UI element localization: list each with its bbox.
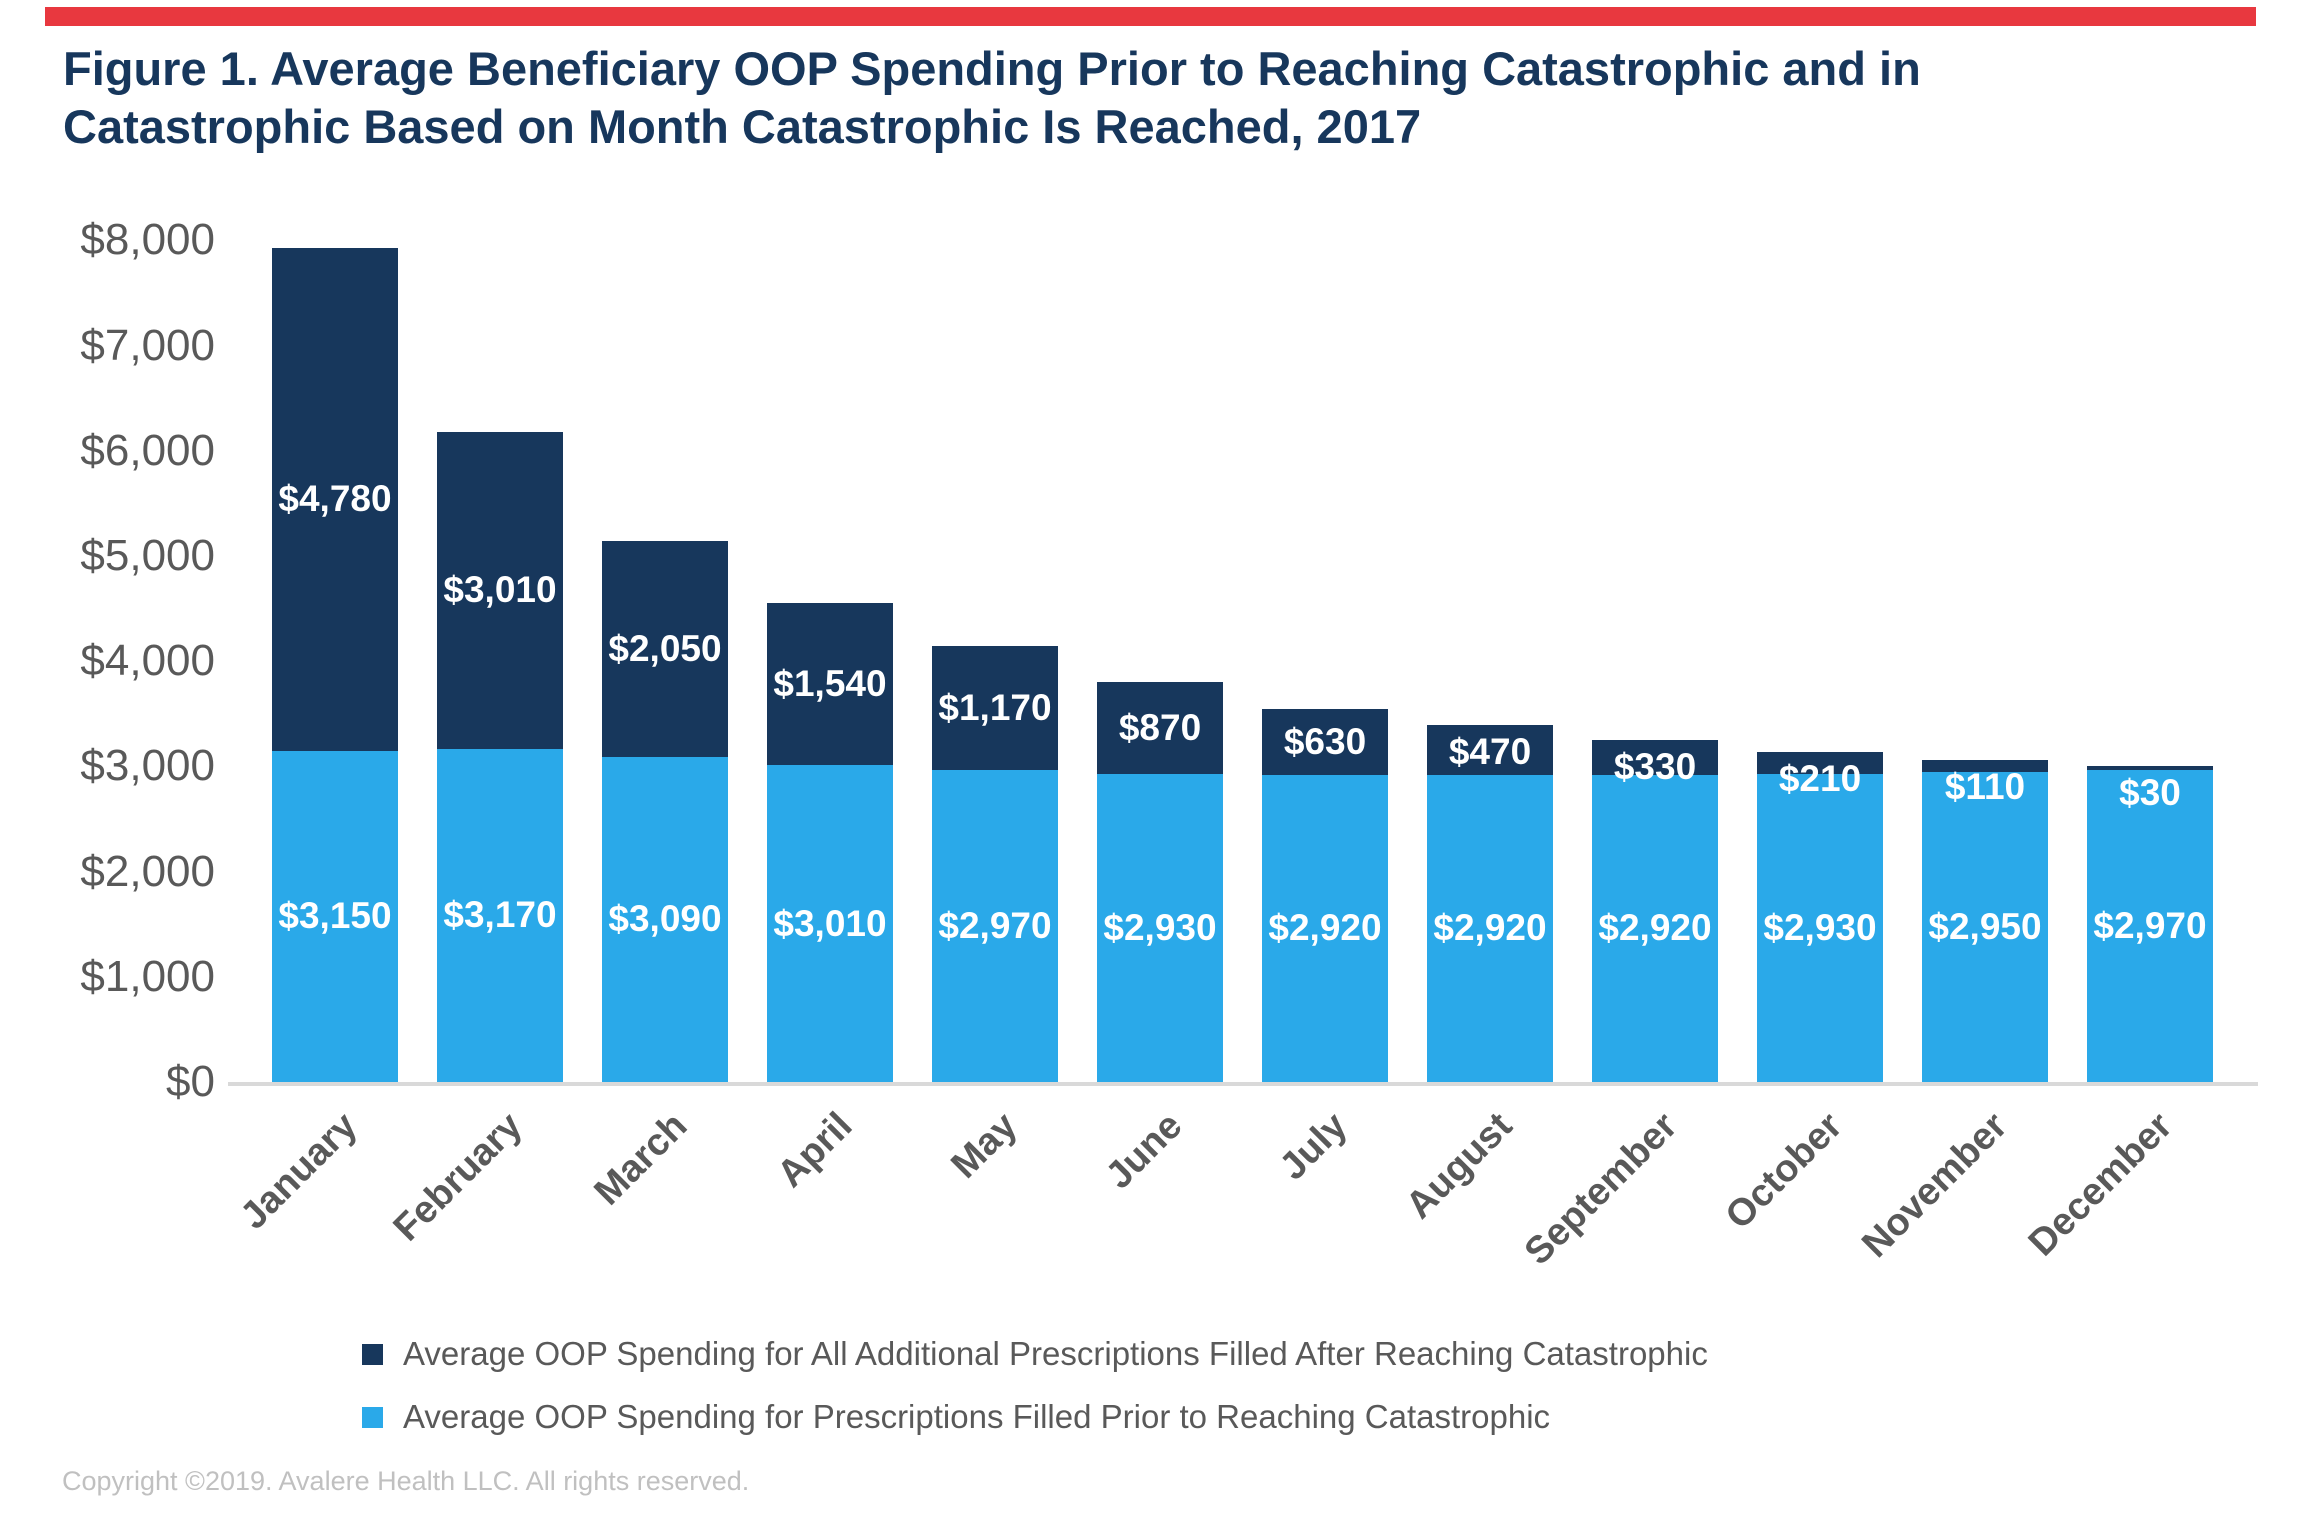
value-label-prior-catastrophic: $2,930 [1103,906,1217,948]
segment-after-catastrophic [1592,740,1718,775]
value-label-after-catastrophic: $330 [1613,746,1697,788]
segment-after-catastrophic [602,541,728,757]
value-label-prior-catastrophic: $2,920 [1598,907,1712,949]
x-axis-baseline [228,1082,2258,1086]
value-label-after-catastrophic: $2,050 [608,628,722,670]
value-label-after-catastrophic: $30 [2119,772,2181,814]
figure-title-line1: Figure 1. Average Beneficiary OOP Spendi… [63,42,1921,95]
top-accent-bar [45,7,2256,26]
chart-legend: Average OOP Spending for All Additional … [362,1332,1708,1439]
segment-prior-catastrophic [1592,774,1718,1082]
segment-prior-catastrophic [1262,774,1388,1082]
value-label-after-catastrophic: $870 [1118,706,1202,748]
segment-prior-catastrophic [1427,774,1553,1082]
segment-prior-catastrophic [1922,771,2048,1082]
segment-prior-catastrophic [272,750,398,1082]
segment-after-catastrophic [1262,708,1388,775]
value-label-after-catastrophic: $4,780 [278,478,392,520]
figure-title: Figure 1. Average Beneficiary OOP Spendi… [63,40,1963,156]
bar-august: $470 $2,920 [1427,725,1553,1082]
segment-prior-catastrophic [2087,769,2213,1082]
segment-after-catastrophic [1757,751,1883,774]
segment-after-catastrophic [1097,682,1223,774]
value-label-prior-catastrophic: $3,010 [773,902,887,944]
legend-item-prior-catastrophic: Average OOP Spending for Prescriptions F… [362,1395,1708,1439]
y-axis-tick-label: $1,000 [80,951,215,1001]
value-label-prior-catastrophic: $2,950 [1928,905,2042,947]
segment-after-catastrophic [1427,725,1553,775]
bar-december: $30 $2,970 [2087,766,2213,1082]
bar-september: $330 $2,920 [1592,740,1718,1082]
legend-label: Average OOP Spending for Prescriptions F… [403,1398,1551,1435]
y-axis-tick-label: $2,000 [80,846,215,896]
y-axis-tick-label: $4,000 [80,636,215,686]
y-axis-tick-label: $6,000 [80,425,215,475]
segment-prior-catastrophic [932,769,1058,1082]
value-label-after-catastrophic: $210 [1778,757,1862,799]
bar-october: $210 $2,930 [1757,751,1883,1082]
segment-prior-catastrophic [602,756,728,1082]
value-label-prior-catastrophic: $2,970 [938,904,1052,946]
bar-may: $1,170 $2,970 [932,646,1058,1082]
value-label-after-catastrophic: $1,540 [773,663,887,705]
segment-after-catastrophic [1922,760,2048,772]
value-label-prior-catastrophic: $3,170 [443,894,557,936]
bar-march: $2,050 $3,090 [602,541,728,1082]
value-label-prior-catastrophic: $2,970 [2093,904,2207,946]
y-axis-tick-label: $7,000 [80,320,215,370]
value-label-prior-catastrophic: $2,930 [1763,906,1877,948]
bar-february: $3,010 $3,170 [437,431,563,1082]
legend-swatch-blue-icon [362,1406,383,1428]
value-label-after-catastrophic: $470 [1448,731,1532,773]
bar-april: $1,540 $3,010 [767,603,893,1082]
value-label-after-catastrophic: $1,170 [938,687,1052,728]
segment-prior-catastrophic [767,765,893,1082]
y-axis-tick-label: $5,000 [80,531,215,580]
bar-november: $110 $2,950 [1922,760,2048,1082]
legend-item-after-catastrophic: Average OOP Spending for All Additional … [362,1332,1708,1376]
y-axis-tick-label: $3,000 [80,741,215,791]
y-axis-tick-label: $0 [166,1057,215,1106]
legend-label: Average OOP Spending for All Additional … [403,1335,1708,1372]
bar-june: $870 $2,930 [1097,682,1223,1082]
bar-january: $4,780 $3,150 [272,247,398,1082]
segment-after-catastrophic [767,603,893,766]
value-label-prior-catastrophic: $2,920 [1433,907,1547,949]
segment-after-catastrophic [437,431,563,749]
value-label-prior-catastrophic: $3,090 [608,898,722,940]
value-label-prior-catastrophic: $3,150 [278,895,392,937]
legend-swatch-dark-icon [362,1343,383,1365]
segment-prior-catastrophic [1757,773,1883,1082]
value-label-prior-catastrophic: $2,920 [1268,907,1382,949]
segment-prior-catastrophic [437,748,563,1082]
value-label-after-catastrophic: $630 [1283,720,1367,762]
segment-after-catastrophic [272,247,398,751]
segment-prior-catastrophic [1097,773,1223,1082]
copyright-text: Copyright ©2019. Avalere Health LLC. All… [62,1466,750,1496]
figure-title-line2: Catastrophic Based on Month Catastrophic… [63,99,1422,153]
value-label-after-catastrophic: $3,010 [443,569,557,611]
value-label-after-catastrophic: $110 [1944,766,2026,808]
bar-july: $630 $2,920 [1262,708,1388,1082]
y-axis-tick-label: $8,000 [80,215,215,265]
segment-after-catastrophic [932,646,1058,770]
segment-after-catastrophic [2087,766,2213,770]
